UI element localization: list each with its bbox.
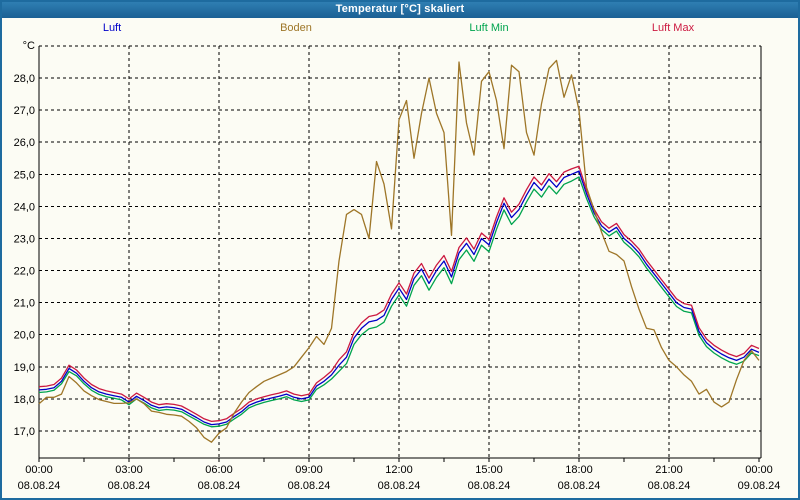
x-tick-date-label: 08.08.24 xyxy=(198,480,241,492)
chart-plot-area[interactable]: 28,0 27,0 26,0 25,0 24,0 23,0 22,0 21,0 20,0 19,0… xyxy=(2,18,798,498)
x-tick-time-label: 21:00 xyxy=(655,464,683,476)
x-tick-time-label: 03:00 xyxy=(115,464,143,476)
series-line-luft-min xyxy=(38,176,760,428)
y-tick-label: 18,0 xyxy=(14,394,35,406)
x-tick-time-label: 00:00 xyxy=(745,464,773,476)
title-bar: Temperatur [°C] skaliert xyxy=(0,0,800,18)
series-line-luft xyxy=(38,170,760,426)
y-tick-label: 22,0 xyxy=(14,266,35,278)
y-tick-label: 17,0 xyxy=(14,426,35,438)
y-tick-label: 25,0 xyxy=(14,169,35,181)
x-tick-time-label: 12:00 xyxy=(385,464,413,476)
x-tick-date-label: 08.08.24 xyxy=(18,480,61,492)
x-tick-time-label: 15:00 xyxy=(475,464,503,476)
x-tick-date-label: 08.08.24 xyxy=(378,480,421,492)
y-tick-label: 28,0 xyxy=(14,73,35,85)
chart-panel: Luft Boden Luft Min Luft Max 28,0 27,0 26,… xyxy=(2,18,798,498)
x-tick-date-label: 09.08.24 xyxy=(738,480,781,492)
legend-item-luft-max: Luft Max xyxy=(651,22,695,34)
y-tick-label: 21,0 xyxy=(14,298,35,310)
y-tick-label: 20,0 xyxy=(14,330,35,342)
y-tick-label: 27,0 xyxy=(14,105,35,117)
y-axis-unit-label: °C xyxy=(23,40,35,52)
y-tick-label: 24,0 xyxy=(14,201,35,213)
window-title: Temperatur [°C] skaliert xyxy=(335,3,465,15)
x-tick-date-label: 08.08.24 xyxy=(288,480,331,492)
x-tick-time-label: 18:00 xyxy=(565,464,593,476)
series-line-boden xyxy=(38,59,760,443)
x-tick-date-label: 08.08.24 xyxy=(558,480,601,492)
x-tick-date-label: 08.08.24 xyxy=(648,480,691,492)
x-tick-date-label: 08.08.24 xyxy=(468,480,511,492)
x-tick-time-label: 09:00 xyxy=(295,464,323,476)
legend-item-luft-min: Luft Min xyxy=(469,22,509,34)
y-tick-label: 23,0 xyxy=(14,234,35,246)
legend-item-boden: Boden xyxy=(280,22,312,34)
x-tick-time-label: 00:00 xyxy=(25,464,53,476)
x-tick-time-label: 06:00 xyxy=(205,464,233,476)
y-tick-label: 26,0 xyxy=(14,137,35,149)
legend-item-luft: Luft xyxy=(102,22,122,34)
series-line-luft-max xyxy=(38,165,760,423)
y-tick-label: 19,0 xyxy=(14,362,35,374)
x-tick-date-label: 08.08.24 xyxy=(108,480,151,492)
